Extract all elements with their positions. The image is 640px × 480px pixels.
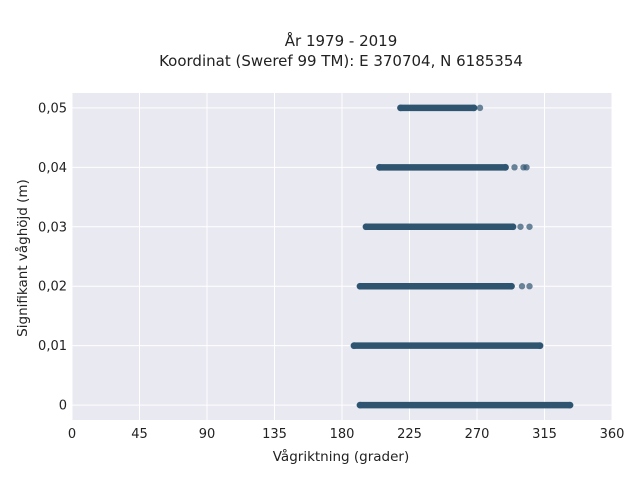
x-tick-label: 225: [397, 427, 422, 442]
y-tick-label: 0,02: [38, 280, 67, 295]
x-tick-label: 45: [131, 427, 148, 442]
data-points: [350, 104, 574, 409]
data-point: [509, 223, 517, 231]
data-point: [376, 163, 383, 171]
data-point: [356, 401, 364, 409]
x-tick-label: 180: [330, 427, 355, 442]
data-point: [350, 342, 358, 350]
data-point: [476, 104, 484, 112]
y-tick-label: 0,04: [38, 161, 67, 176]
data-point: [536, 342, 544, 350]
data-point: [523, 164, 530, 171]
y-tick-label: 0: [59, 399, 67, 414]
data-point: [502, 163, 509, 171]
data-point: [511, 164, 518, 171]
y-tick-label: 0,05: [38, 101, 67, 116]
x-tick-label: 270: [465, 427, 490, 442]
data-point: [526, 223, 533, 230]
x-tick-label: 360: [600, 427, 625, 442]
x-tick-label: 0: [68, 427, 76, 442]
x-tick-labels: 0 45 90 135 180 225 270 315 360: [68, 427, 625, 442]
data-point: [566, 401, 574, 409]
y-tick-labels: 0 0,01 0,02 0,03 0,04 0,05: [38, 101, 67, 413]
data-point: [470, 104, 478, 112]
data-point: [356, 282, 364, 290]
data-point: [508, 282, 515, 290]
y-tick-label: 0,03: [38, 220, 67, 235]
chart-title-line-2: Koordinat (Sweref 99 TM): E 370704, N 61…: [159, 52, 523, 70]
chart-title-line-1: År 1979 - 2019: [285, 31, 398, 50]
data-point: [518, 283, 526, 290]
y-axis-label: Signifikant våghöjd (m): [14, 179, 31, 337]
x-tick-label: 135: [262, 427, 287, 442]
x-tick-label: 90: [199, 427, 216, 442]
x-axis-label: Vågriktning (grader): [273, 448, 410, 465]
data-point: [397, 104, 404, 112]
data-point: [526, 283, 533, 290]
data-point: [517, 223, 524, 230]
data-point: [362, 223, 370, 231]
y-tick-label: 0,01: [38, 339, 67, 354]
x-tick-label: 315: [532, 427, 557, 442]
